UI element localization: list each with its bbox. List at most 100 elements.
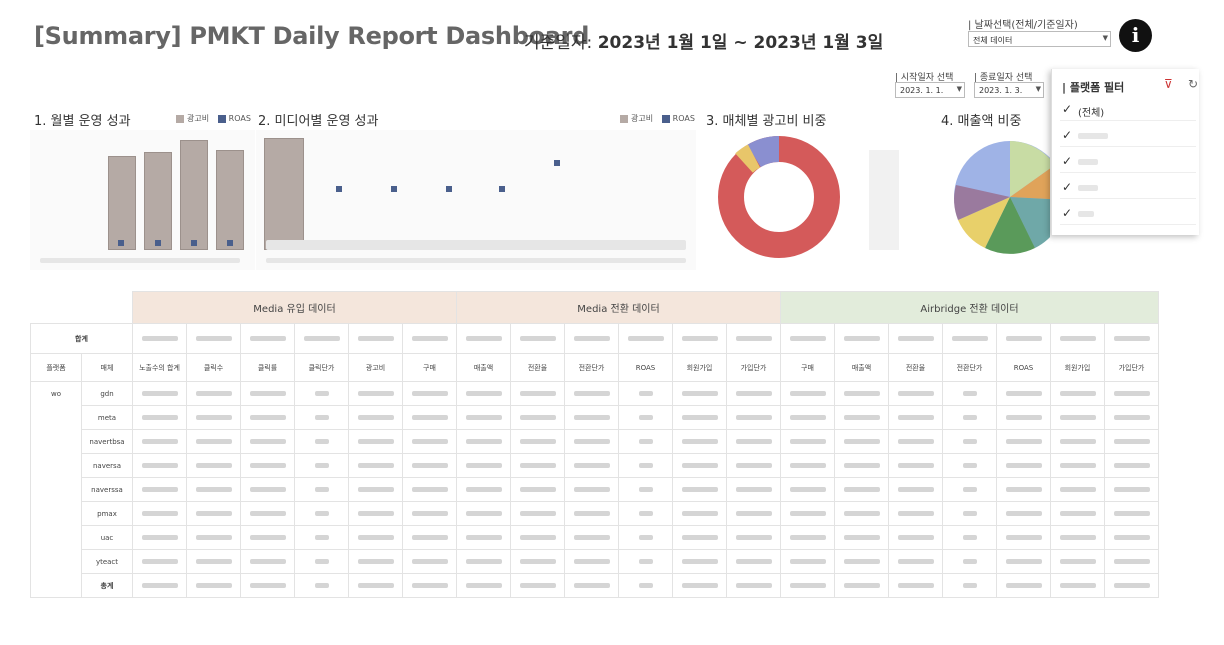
data-cell (456, 453, 511, 478)
data-cell (888, 429, 943, 454)
blurred-value (314, 462, 329, 468)
media-cell: naversa (81, 453, 133, 478)
blurred-value (1059, 558, 1096, 564)
blurred-value (1005, 558, 1042, 564)
end-date-label: | 종료일자 선택 (974, 73, 1033, 83)
data-cell (240, 381, 295, 406)
filter-item[interactable]: ✓ (1060, 125, 1196, 147)
checkmark-icon: ✓ (1062, 154, 1073, 168)
blurred-value (897, 582, 934, 588)
blurred-value (357, 534, 394, 540)
blurred-value (843, 510, 880, 516)
checkmark-icon: ✓ (1062, 180, 1073, 194)
clear-filter-icon[interactable]: ⊽ (1164, 77, 1173, 91)
data-cell (672, 573, 727, 598)
blurred-value (638, 534, 653, 540)
monthly-chart (30, 130, 255, 270)
report-table: Media 유입 데이터 Media 전환 데이터 Airbridge 전환 데… (30, 291, 1159, 598)
blurred-value (962, 510, 977, 516)
filter-item-all[interactable]: ✓ (전체) (1060, 99, 1196, 121)
table-row: navertbsa (31, 429, 1159, 454)
blurred-value (843, 335, 880, 341)
start-date-label: | 시작일자 선택 (895, 73, 954, 83)
data-cell (186, 525, 241, 550)
data-cell (564, 429, 619, 454)
blurred-value (357, 462, 394, 468)
data-cell (240, 549, 295, 574)
filter-item[interactable]: ✓ (1060, 151, 1196, 173)
data-cell (294, 501, 349, 526)
data-cell (186, 501, 241, 526)
filter-item-label-blurred (1078, 133, 1108, 139)
data-cell (942, 429, 997, 454)
data-cell (618, 573, 673, 598)
date-select-dropdown[interactable]: 전체 데이터 ▼ (968, 31, 1111, 47)
platform-filter-panel[interactable]: | 플랫폼 필터 ⊽ ↻ ✓ (전체) ✓ ✓ ✓ ✓ (1051, 69, 1199, 235)
total-cell (456, 323, 511, 354)
data-cell (996, 429, 1051, 454)
filter-item[interactable]: ✓ (1060, 203, 1196, 225)
data-cell (186, 453, 241, 478)
data-cell (618, 549, 673, 574)
table-row: naversa (31, 453, 1159, 478)
blurred-value (411, 390, 448, 396)
start-date-value: 2023. 1. 1. (900, 86, 944, 95)
section-title-monthly: 1. 월별 운영 성과 (34, 114, 131, 129)
blurred-value (314, 438, 329, 444)
data-cell (294, 381, 349, 406)
blurred-value (681, 390, 718, 396)
legend-monthly: 광고비 ROAS (176, 113, 251, 124)
data-cell (402, 477, 457, 502)
data-cell (726, 429, 781, 454)
data-cell (780, 501, 835, 526)
blurred-value (465, 510, 502, 516)
data-cell (402, 525, 457, 550)
blurred-value (1059, 462, 1096, 468)
blurred-value (735, 510, 772, 516)
data-cell (996, 525, 1051, 550)
start-date-dropdown[interactable]: 2023. 1. 1. ▼ (895, 82, 965, 98)
blurred-value (843, 390, 880, 396)
legend-roas-label: ROAS (672, 114, 695, 123)
blurred-value (314, 534, 329, 540)
blurred-value (1113, 486, 1150, 492)
data-cell (618, 453, 673, 478)
total-cell (132, 323, 187, 354)
date-range-value: 2023년 1월 1일 ~ 2023년 1월 3일 (597, 33, 884, 53)
data-cell (1104, 381, 1159, 406)
column-header: 전환단가 (564, 353, 619, 382)
data-cell (294, 549, 349, 574)
blurred-value (735, 390, 772, 396)
info-icon[interactable]: i (1119, 19, 1152, 52)
filter-item[interactable]: ✓ (1060, 177, 1196, 199)
blurred-value (1113, 558, 1150, 564)
refresh-icon[interactable]: ↻ (1188, 77, 1199, 91)
data-cell (942, 501, 997, 526)
end-date-dropdown[interactable]: 2023. 1. 3. ▼ (974, 82, 1044, 98)
table-row: meta (31, 405, 1159, 430)
total-cell (618, 323, 673, 354)
blurred-value (249, 582, 286, 588)
blurred-value (843, 534, 880, 540)
data-cell (510, 501, 565, 526)
data-cell (942, 573, 997, 598)
roas-point (336, 186, 342, 192)
data-cell (348, 573, 403, 598)
blurred-value (519, 390, 556, 396)
blurred-value (1113, 462, 1150, 468)
data-cell (618, 501, 673, 526)
chevron-down-icon: ▼ (1102, 34, 1108, 42)
blurred-value (1059, 390, 1096, 396)
data-cell (348, 429, 403, 454)
blurred-value (638, 414, 653, 420)
blurred-value (897, 534, 934, 540)
media-cell: pmax (81, 501, 133, 526)
page-title: [Summary] PMKT Daily Report Dashboard (34, 22, 590, 50)
blurred-value (141, 438, 178, 444)
data-cell (510, 525, 565, 550)
data-cell (888, 405, 943, 430)
blurred-value (357, 390, 394, 396)
blurred-value (465, 558, 502, 564)
media-cell: uac (81, 525, 133, 550)
blurred-value (519, 534, 556, 540)
